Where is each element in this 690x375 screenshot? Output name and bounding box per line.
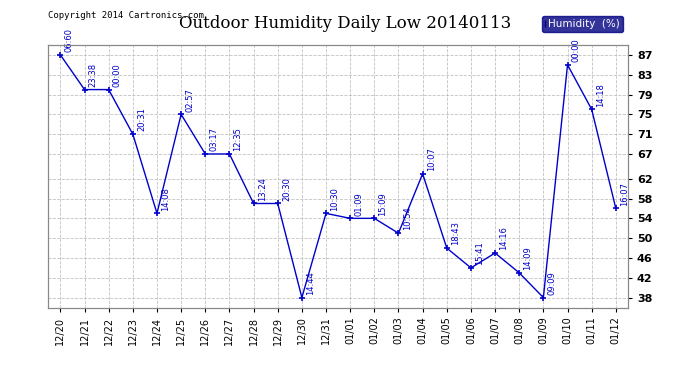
Text: 14:09: 14:09 (524, 246, 533, 270)
Text: 16:07: 16:07 (620, 182, 629, 206)
Legend: Humidity  (%): Humidity (%) (542, 16, 622, 32)
Text: 01:09: 01:09 (355, 192, 364, 216)
Text: 00:00: 00:00 (113, 63, 122, 87)
Text: 03:17: 03:17 (210, 127, 219, 151)
Text: 10:30: 10:30 (331, 187, 339, 211)
Text: 06:60: 06:60 (65, 28, 74, 52)
Text: 13:24: 13:24 (258, 177, 267, 201)
Text: 14:16: 14:16 (500, 226, 509, 250)
Text: 15:41: 15:41 (475, 242, 484, 265)
Text: 09:09: 09:09 (548, 271, 557, 295)
Text: 10:07: 10:07 (427, 147, 436, 171)
Text: 14:08: 14:08 (161, 187, 170, 211)
Text: 18:43: 18:43 (451, 221, 460, 245)
Text: 14:18: 14:18 (596, 83, 605, 106)
Text: Outdoor Humidity Daily Low 20140113: Outdoor Humidity Daily Low 20140113 (179, 15, 511, 32)
Text: Copyright 2014 Cartronics.com: Copyright 2014 Cartronics.com (48, 11, 204, 20)
Text: 20:31: 20:31 (137, 108, 146, 131)
Text: 10:54: 10:54 (403, 207, 412, 230)
Text: 23:38: 23:38 (89, 63, 98, 87)
Text: 15:09: 15:09 (379, 192, 388, 216)
Text: 00:00: 00:00 (572, 38, 581, 62)
Text: 14:44: 14:44 (306, 271, 315, 295)
Text: 12:35: 12:35 (234, 127, 243, 151)
Text: 02:57: 02:57 (186, 88, 195, 111)
Text: 20:30: 20:30 (282, 177, 291, 201)
